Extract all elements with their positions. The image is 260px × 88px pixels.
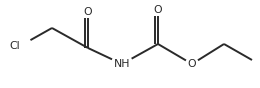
Text: O: O — [84, 7, 92, 17]
Text: Cl: Cl — [9, 41, 20, 51]
Text: NH: NH — [114, 59, 130, 69]
Text: O: O — [154, 5, 162, 15]
Text: O: O — [188, 59, 196, 69]
